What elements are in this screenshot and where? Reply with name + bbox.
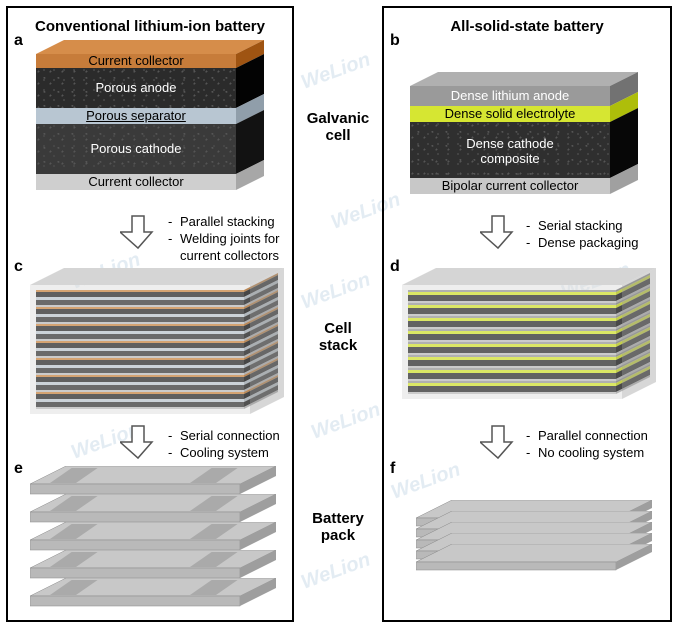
cell-layer-label: Dense solid electrolyte — [410, 106, 610, 121]
bullet-dash: - — [168, 428, 180, 445]
bullet-text: Parallel stacking — [180, 214, 275, 231]
bullet-item: -Serial stacking — [526, 218, 666, 235]
watermark-text: WeLion — [298, 548, 373, 594]
center-label-stack: Cellstack — [298, 320, 378, 354]
cell-layer-label: Porous anode — [36, 80, 236, 95]
bullet-text: Serial connection — [180, 428, 280, 445]
bullets-right-2: -Parallel connection-No cooling system — [526, 428, 666, 462]
right-battery-pack — [416, 500, 656, 610]
arrow-icon — [120, 214, 156, 250]
bullet-dash: - — [526, 218, 538, 235]
watermark-text: WeLion — [298, 48, 373, 94]
bullet-item: -Cooling system — [168, 445, 292, 462]
bullet-text: Serial stacking — [538, 218, 623, 235]
watermark-text: WeLion — [298, 268, 373, 314]
center-label-text: Cellstack — [319, 320, 357, 354]
left-galvanic-cell: Current collector Porous anode Porous sepa… — [36, 40, 266, 210]
pack-plate — [30, 494, 276, 524]
center-label-pack: Batterypack — [298, 510, 378, 544]
left-battery-pack — [30, 466, 280, 616]
bullet-dash: - — [168, 445, 180, 462]
left-cell-stack — [30, 268, 280, 418]
block-side-face — [610, 72, 638, 194]
center-label-text: Batterypack — [312, 510, 364, 544]
bullet-item: -Parallel stacking — [168, 214, 292, 231]
bullet-dash: - — [168, 231, 180, 265]
bullet-dash: - — [526, 428, 538, 445]
arrow-icon — [480, 214, 516, 250]
bullet-text: Cooling system — [180, 445, 269, 462]
bullets-left-2: -Serial connection-Cooling system — [168, 428, 292, 462]
pack-plate — [30, 550, 276, 580]
bullet-item: -Serial connection — [168, 428, 292, 445]
watermark-text: WeLion — [308, 398, 383, 444]
bullet-text: Dense packaging — [538, 235, 638, 252]
block-side-face — [236, 40, 264, 190]
bullets-left-1: -Parallel stacking-Welding joints for cu… — [168, 214, 292, 265]
left-title: Conventional lithium-ion battery — [8, 18, 292, 35]
cell-layer-label: Dense cathodecomposite — [410, 136, 610, 166]
bullet-item: -No cooling system — [526, 445, 666, 462]
panel-letter-d: d — [390, 258, 400, 276]
cell-layer-label: Porous cathode — [36, 141, 236, 156]
cell-layer-label: Bipolar current collector — [410, 178, 610, 193]
bullet-dash: - — [526, 445, 538, 462]
panel-letter-e: e — [14, 460, 23, 478]
arrow-icon — [480, 424, 516, 460]
block-top-face — [410, 72, 638, 86]
panel-letter-f: f — [390, 460, 395, 478]
cell-layer-label: Dense lithium anode — [410, 88, 610, 103]
bullets-right-1: -Serial stacking-Dense packaging — [526, 218, 666, 252]
pack-plate — [30, 522, 276, 552]
center-label-galvanic: Galvaniccell — [298, 110, 378, 144]
panel-letter-c: c — [14, 258, 23, 276]
arrow-icon — [120, 424, 156, 460]
panel-letter-b: b — [390, 32, 400, 50]
pack-plate — [30, 578, 276, 608]
cell-layer-label: Current collector — [36, 174, 236, 189]
bullet-item: -Dense packaging — [526, 235, 666, 252]
pack-plate — [416, 544, 652, 572]
figure-root: WeLionWeLionWeLionWeLionWeLionWeLionWeLi… — [0, 0, 678, 628]
bullet-item: -Parallel connection — [526, 428, 666, 445]
center-label-text: Galvaniccell — [307, 110, 370, 144]
bullet-text: Parallel connection — [538, 428, 648, 445]
bullet-dash: - — [168, 214, 180, 231]
bullet-text: Welding joints for current collectors — [180, 231, 292, 265]
pack-plate — [30, 466, 276, 496]
panel-letter-a: a — [14, 32, 23, 50]
bullet-item: -Welding joints for current collectors — [168, 231, 292, 265]
right-title: All-solid-state battery — [384, 18, 670, 35]
cell-layer-label: Porous separator — [36, 108, 236, 123]
stack-svg — [402, 268, 662, 403]
stack-svg — [30, 268, 290, 418]
bullet-dash: - — [526, 235, 538, 252]
cell-layer-label: Current collector — [36, 53, 236, 68]
bullet-text: No cooling system — [538, 445, 644, 462]
right-galvanic-cell: Dense lithium anode Dense solid electroly… — [410, 72, 640, 212]
right-cell-stack — [402, 268, 652, 418]
block-top-face — [36, 40, 264, 54]
